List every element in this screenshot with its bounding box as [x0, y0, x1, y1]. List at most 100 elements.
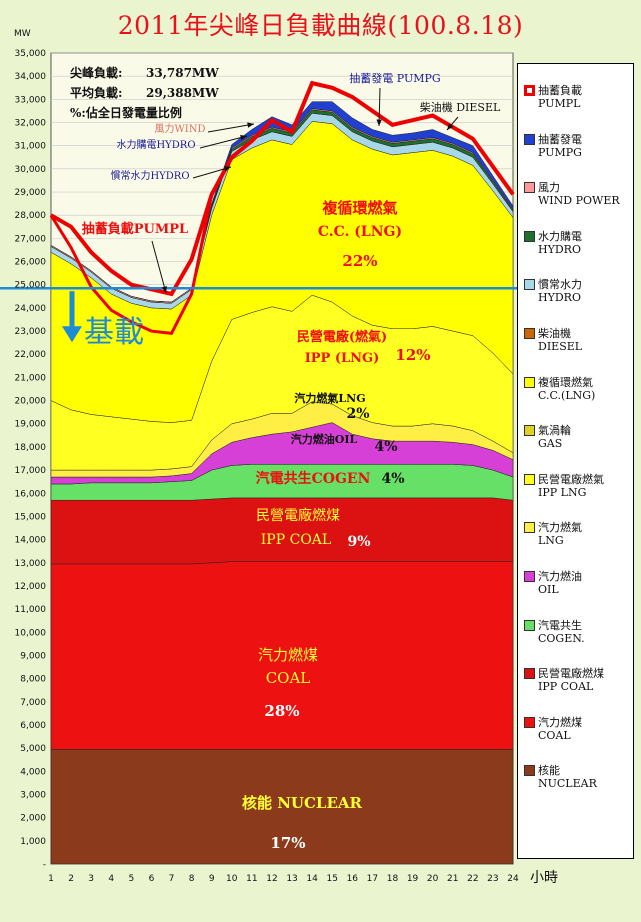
y-tick-label: 2,000: [20, 814, 46, 824]
legend-label: 抽蓄發電: [538, 132, 582, 146]
annotation-ipp-lng-pct: 12%: [395, 346, 430, 364]
y-tick-label: 13,000: [15, 559, 47, 569]
arrow-pumpl-head: [161, 286, 167, 293]
y-tick-label: 19,000: [15, 420, 47, 430]
legend-swatch: [524, 376, 535, 388]
x-tick-label: 14: [306, 874, 318, 884]
x-tick-label: 10: [226, 874, 238, 884]
legend-swatch: [524, 765, 535, 777]
y-tick-label: 16,000: [15, 489, 47, 499]
x-tick-label: 3: [88, 874, 94, 884]
summary-note: %:佔全日發電量比例: [70, 105, 182, 120]
legend-swatch: [524, 473, 535, 485]
legend-label: 水力購電: [538, 229, 582, 243]
annotation-coal-pct: 28%: [264, 702, 299, 720]
x-tick-label: 6: [149, 874, 155, 884]
y-tick-label: -: [43, 860, 46, 870]
legend-sublabel: NUCLEAR: [538, 777, 597, 791]
y-tick-label: 6,000: [20, 721, 46, 731]
y-tick-label: 5,000: [20, 744, 46, 754]
summary-peak-value: 33,787MW: [146, 66, 219, 80]
legend-swatch: [524, 85, 535, 96]
y-tick-label: 11,000: [15, 605, 47, 615]
y-tick-label: 31,000: [15, 142, 47, 152]
summary-avg-value: 29,388MW: [146, 86, 219, 100]
annotation-ipp-coal-pct: 9%: [347, 534, 370, 550]
y-tick-label: 25,000: [15, 281, 47, 291]
y-tick-label: 32,000: [15, 119, 47, 129]
legend-swatch: [524, 571, 535, 582]
legend-swatch: [524, 328, 535, 339]
annotation-hydro-pumped: 水力購電HYDRO: [116, 138, 195, 151]
annotation-cc-lng-line1: 複循環燃氣: [321, 199, 397, 217]
legend-label: 柴油機: [538, 327, 571, 340]
arrow-wind: [207, 123, 255, 133]
x-tick-label: 4: [108, 874, 114, 884]
x-tick-label: 20: [427, 874, 439, 884]
arrow-hydro-pumped-head: [240, 134, 247, 141]
y-tick-label: 27,000: [15, 234, 47, 244]
annotation-ipp-coal-line1: 民營電廠燃煤: [256, 507, 340, 524]
annotation-coal-line1: 汽力燃煤: [258, 646, 318, 664]
x-tick-label: 16: [347, 874, 359, 884]
y-axis-label: MW: [14, 29, 31, 39]
annotation-lng-pct: 2%: [346, 406, 369, 422]
annotation-cc-lng-pct: 22%: [342, 252, 377, 270]
arrow-hydro-run: [192, 166, 232, 179]
arrow-pumpl: [151, 240, 167, 294]
annotation-oil-pct: 4%: [374, 439, 397, 455]
y-tick-label: 28,000: [15, 211, 47, 221]
y-tick-label: 29,000: [15, 188, 47, 198]
legend-label: 民營電廠燃氣: [538, 472, 604, 486]
arrow-hydro-run-head: [224, 166, 231, 172]
x-tick-label: 12: [266, 874, 277, 884]
y-tick-label: 35,000: [15, 49, 47, 59]
x-tick-label: 7: [169, 874, 175, 884]
legend-sublabel: COGEN.: [538, 631, 585, 645]
legend-label: 汽力燃氣: [538, 521, 582, 535]
annotation-nuclear-pct: 17%: [270, 834, 305, 852]
y-tick-label: 23,000: [15, 327, 47, 337]
legend-sublabel: WIND POWER: [538, 194, 620, 208]
legend-sublabel: IPP LNG: [538, 485, 587, 499]
legend-label: 風力: [538, 181, 560, 195]
legend-sublabel: LNG: [538, 534, 564, 548]
annotation-pumpl: 抽蓄負載PUMPL: [82, 221, 188, 237]
y-tick-label: 1,000: [20, 837, 46, 847]
chart-legend: 抽蓄負載 PUMPL 抽蓄發電 PUMPG 風力 WIND POWER 水力購電 HYDRO 慣…: [517, 63, 634, 859]
legend-swatch: [524, 425, 535, 437]
x-tick-label: 23: [487, 874, 498, 884]
legend-label: 抽蓄負載: [538, 84, 582, 97]
annotation-ipp-lng-line2: IPP (LNG): [305, 351, 380, 366]
legend-swatch: [524, 619, 535, 631]
arrow-wind-head: [247, 122, 254, 128]
legend-swatch: [524, 279, 535, 291]
y-tick-label: 21,000: [15, 373, 47, 383]
annotation-wind: 風力WIND: [155, 122, 206, 135]
annotation-cogen-pct: 4%: [381, 471, 404, 487]
legend-sublabel: GAS: [538, 437, 563, 451]
x-tick-label: 15: [326, 874, 337, 884]
legend-swatch: [524, 522, 535, 534]
legend-sublabel: PUMPG: [538, 145, 582, 159]
legend-sublabel: HYDRO: [538, 291, 581, 305]
arrow-hydro-pumped: [199, 135, 248, 149]
y-tick-label: 9,000: [20, 651, 46, 661]
x-tick-label: 8: [189, 874, 195, 884]
x-tick-label: 24: [507, 874, 519, 884]
baseline-label: 基載: [84, 315, 144, 350]
baseline-arrow-head: [62, 326, 82, 343]
legend-sublabel: OIL: [538, 583, 559, 596]
summary-peak-label: 尖峰負載:: [70, 65, 122, 80]
x-tick-label: 13: [286, 874, 297, 884]
annotation-oil-label: 汽力燃油OIL: [291, 432, 358, 446]
y-tick-label: 30,000: [15, 165, 47, 175]
legend-label: 汽電共生: [538, 618, 582, 632]
x-axis-label: 小時: [530, 870, 558, 886]
arrow-diesel-head: [447, 123, 454, 130]
legend-swatch: [524, 133, 535, 145]
legend-sublabel: C.C.(LNG): [538, 388, 596, 402]
annotation-cogen-label: 汽電共生COGEN: [256, 470, 371, 487]
y-tick-label: 22,000: [15, 350, 47, 360]
